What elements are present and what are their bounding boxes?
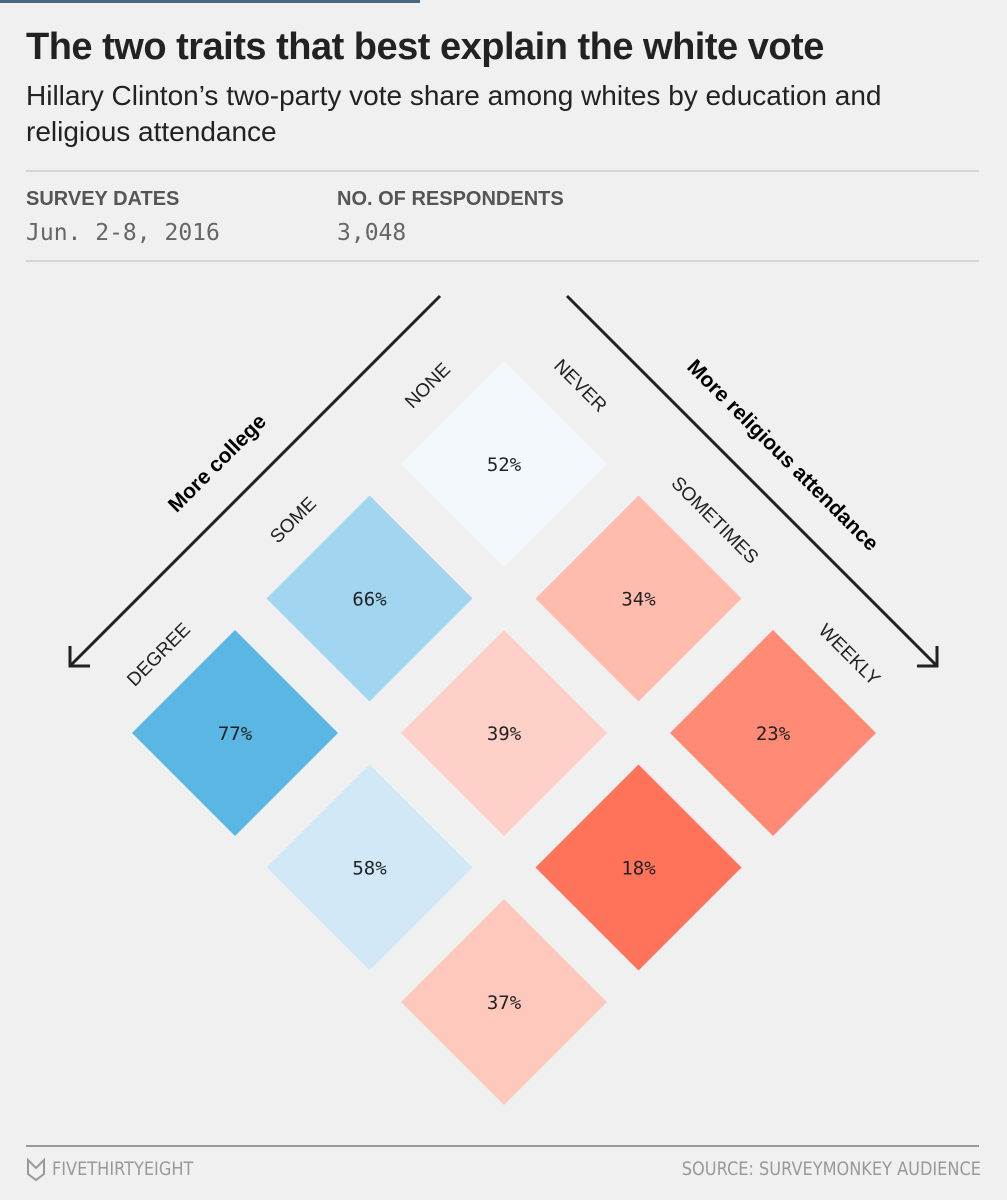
divider (26, 170, 979, 172)
arrowhead-icon (68, 646, 90, 668)
respondents-label: NO. OF RESPONDENTS (337, 188, 564, 210)
source: SOURCE: SURVEYMONKEY AUDIENCE (681, 1158, 981, 1180)
cell-value-label: 39% (487, 723, 522, 745)
heatmap-cell (266, 495, 473, 702)
brand: FIVETHIRTYEIGHT (52, 1158, 194, 1180)
education-level-label: NONE (401, 359, 455, 413)
heatmap-cell (401, 630, 607, 836)
arrowhead-icon (917, 646, 939, 668)
heatmap-cell (132, 630, 338, 836)
education-level-label: SOME (266, 493, 320, 547)
footer-divider (26, 1145, 979, 1147)
chart-subtitle: Hillary Clinton’s two-party vote share a… (26, 80, 882, 147)
cell-value-label: 66% (352, 589, 387, 611)
cell-value-label: 52% (487, 454, 522, 476)
college-axis-label: More college (164, 410, 271, 517)
religion-level-label: WEEKLY (814, 620, 884, 690)
heatmap-cell (670, 630, 876, 836)
fivethirtyeight-logo-icon (27, 1158, 45, 1182)
chart-title: The two traits that best explain the whi… (26, 26, 824, 68)
heatmap-cell (401, 361, 607, 567)
heatmap-cell (535, 495, 742, 702)
top-bar (0, 0, 420, 3)
dates-label: SURVEY DATES (26, 188, 180, 210)
heatmap-cell (266, 764, 473, 971)
college-arrow (68, 294, 442, 668)
cell-value-label: 23% (756, 723, 791, 745)
cell-value-label: 34% (621, 589, 656, 611)
cell-value-label: 37% (487, 992, 522, 1014)
respondents-value: 3,048 (337, 220, 407, 246)
cell-value-label: 18% (621, 858, 656, 880)
heatmap-cell (535, 764, 742, 971)
religion-level-label: NEVER (549, 356, 610, 417)
cell-value-label: 58% (352, 858, 387, 880)
divider (26, 260, 979, 262)
religion-arrow (565, 294, 939, 668)
education-level-label: DEGREE (123, 619, 195, 691)
heatmap-cell (401, 899, 607, 1105)
dates-value: Jun. 2-8, 2016 (26, 220, 220, 246)
cell-value-label: 77% (218, 723, 253, 745)
